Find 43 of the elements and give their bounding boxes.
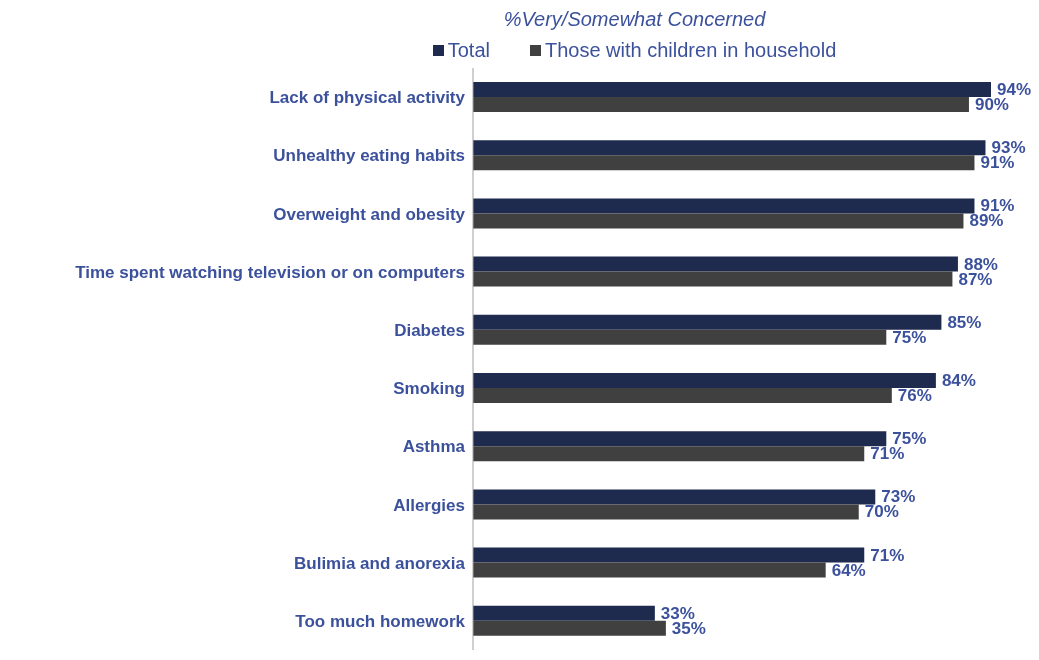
bar <box>473 155 975 171</box>
bar <box>473 446 865 462</box>
data-label: 85% <box>947 312 982 332</box>
bar <box>473 140 986 156</box>
bar <box>473 329 887 345</box>
y-tick-label: Lack of physical activity <box>269 88 466 108</box>
data-label: 89% <box>969 211 1004 231</box>
data-label: 71% <box>870 444 905 464</box>
y-tick-label: Time spent watching television or on computers <box>75 262 465 282</box>
legend-label: Those with children in household <box>544 38 837 62</box>
bar <box>473 562 826 578</box>
bar <box>473 97 969 112</box>
bar <box>473 82 991 97</box>
bar <box>473 547 865 563</box>
y-tick-label: Smoking <box>393 379 465 399</box>
bar <box>473 620 666 636</box>
bar <box>473 314 942 330</box>
data-label: 91% <box>980 153 1015 173</box>
data-label: 64% <box>831 560 866 580</box>
bar <box>473 605 655 621</box>
y-tick-label: Diabetes <box>394 320 465 340</box>
legend-label: Total <box>447 38 490 62</box>
bar <box>473 213 964 229</box>
data-label: 76% <box>897 386 932 405</box>
bar <box>473 373 936 388</box>
bar <box>473 198 975 214</box>
y-tick-label: Allergies <box>393 495 465 515</box>
y-tick-label: Too much homework <box>295 611 466 631</box>
bar <box>473 504 859 520</box>
data-label: 71% <box>870 545 905 565</box>
y-tick-label: Unhealthy eating habits <box>273 146 465 166</box>
bar <box>473 489 876 505</box>
y-tick-label: Bulimia and anorexia <box>294 553 466 573</box>
data-label: 70% <box>864 502 899 522</box>
data-label: 84% <box>941 371 976 390</box>
bar <box>473 388 892 403</box>
bar <box>473 431 887 447</box>
bar <box>473 256 958 272</box>
bar <box>473 271 953 287</box>
y-tick-label: Asthma <box>402 437 466 457</box>
chart-subtitle: %Very/Somewhat Concerned <box>502 8 767 32</box>
y-tick-label: Overweight and obesity <box>273 204 466 224</box>
data-label: 75% <box>892 327 927 347</box>
